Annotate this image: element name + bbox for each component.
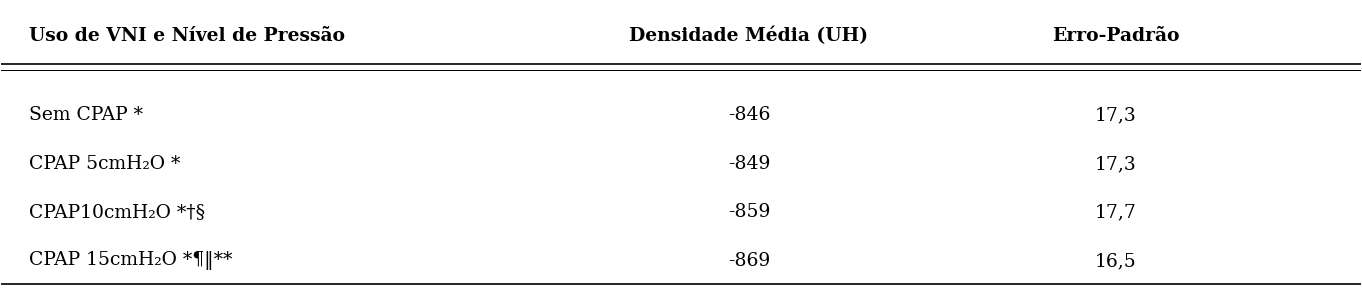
Text: Densidade Média (UH): Densidade Média (UH) <box>629 26 869 45</box>
Text: 17,3: 17,3 <box>1095 155 1137 173</box>
Text: Sem CPAP *: Sem CPAP * <box>29 107 143 124</box>
Text: 17,3: 17,3 <box>1095 107 1137 124</box>
Text: CPAP 15cmH₂O *¶‖**: CPAP 15cmH₂O *¶‖** <box>29 251 232 270</box>
Text: -869: -869 <box>727 252 770 270</box>
Text: -846: -846 <box>727 107 770 124</box>
Text: 17,7: 17,7 <box>1095 203 1137 221</box>
Text: -849: -849 <box>727 155 770 173</box>
Text: Erro-Padrão: Erro-Padrão <box>1053 26 1179 45</box>
Text: -859: -859 <box>727 203 770 221</box>
Text: Uso de VNI e Nível de Pressão: Uso de VNI e Nível de Pressão <box>29 26 345 45</box>
Text: 16,5: 16,5 <box>1095 252 1137 270</box>
Text: CPAP10cmH₂O *†§: CPAP10cmH₂O *†§ <box>29 203 204 221</box>
Text: CPAP 5cmH₂O *: CPAP 5cmH₂O * <box>29 155 180 173</box>
